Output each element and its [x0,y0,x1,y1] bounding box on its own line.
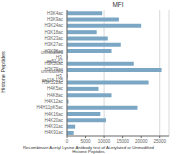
svg-text:H3K24ac: H3K24ac [44,23,63,28]
svg-text:20000: 20000 [135,139,148,144]
svg-text:H4H11pK5ac: H4H11pK5ac [37,105,64,110]
svg-text:H4K20ac: H4K20ac [44,118,63,123]
svg-text:15000: 15000 [116,139,129,144]
svg-text:H3K4ac: H3K4ac [47,11,64,16]
svg-text:5000: 5000 [81,139,92,144]
svg-text:H3K27ac: H3K27ac [44,42,63,47]
svg-text:10000: 10000 [98,139,111,144]
svg-text:H3K56ac: H3K56ac [44,61,63,66]
svg-text:H4K8ac: H4K8ac [47,93,64,98]
svg-text:H4K5ac: H4K5ac [47,86,64,91]
svg-text:H3K18ac: H3K18ac [44,30,63,35]
svg-text:MFI: MFI [112,1,123,8]
svg-text:H3K122ac: H3K122ac [42,80,64,85]
svg-text:H4K31ac: H4K31ac [44,124,63,129]
svg-text:H3K9ac: H3K9ac [47,17,64,22]
svg-text:H3K23ac: H3K23ac [44,36,63,41]
svg-text:H4K12ac: H4K12ac [44,99,63,104]
svg-text:H4K16ac: H4K16ac [44,112,63,117]
svg-text:25000: 25000 [153,139,166,144]
svg-text:H4K91ac: H4K91ac [44,130,63,135]
svg-text:0: 0 [66,139,69,144]
svg-text:Histone Peptides: Histone Peptides [72,149,105,154]
